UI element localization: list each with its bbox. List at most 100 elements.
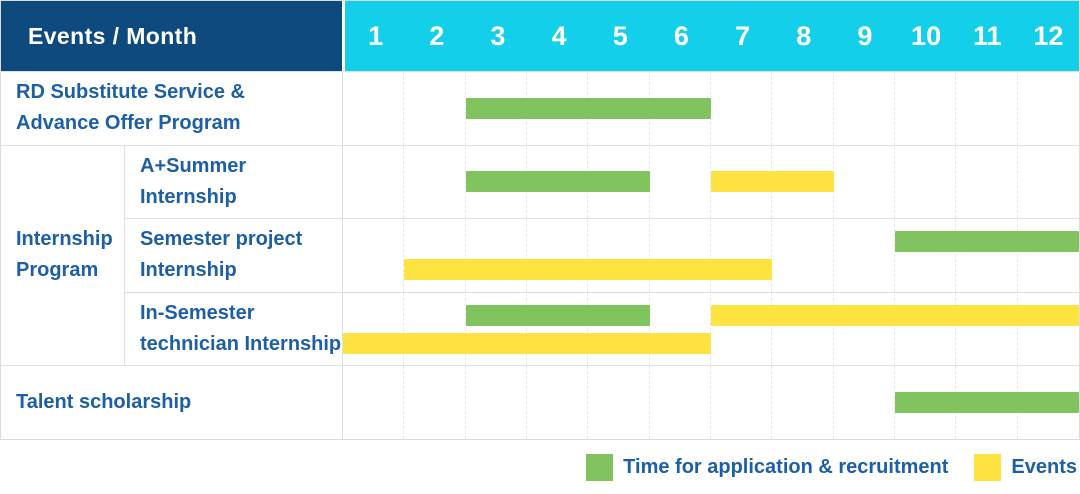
row-label-line: Advance Offer Program [16,112,241,135]
month-label: 5 [612,20,628,51]
group-label-line: Program [16,259,99,282]
month-label: 4 [551,20,567,51]
month-gridline-cell [772,366,834,439]
gantt-bar [711,304,1079,326]
gantt-bar [465,97,711,119]
row-label-cell: RD Substitute Service & Advance Offer Pro… [1,71,342,145]
month-gridline-cell [588,219,650,292]
month-label: 1 [368,20,384,51]
row-label-line: In-Semester [140,302,255,325]
month-gridline-cell [711,292,773,366]
month-gridline-cell [343,366,405,439]
month-gridline-cell [527,219,589,292]
month-label: 12 [1033,20,1064,51]
gantt-bar [711,171,834,193]
month-label: 7 [735,20,751,51]
month-gridline-cell [343,145,405,219]
table-header-title-cell: Events / Month [1,1,342,71]
month-gridline-cell [466,219,527,292]
chart-row [342,365,1079,439]
month-gridline-cell [772,219,834,292]
month-gridline-cell [1018,293,1079,366]
chart-row [342,291,1079,366]
month-gridline-cell [711,366,773,439]
gantt-bar [404,259,773,281]
month-gridline-cell [772,292,834,366]
row-label-line: Semester project [140,228,303,251]
legend-item: Events [974,453,1077,481]
month-gridline-cell [1018,219,1079,292]
month-gridline-cell [343,72,405,145]
legend-swatch [974,453,1002,481]
row-sub-label-cell: A+Summer Internship [124,144,342,219]
legend-label: Events [1011,455,1077,478]
month-label: 11 [972,20,1002,51]
gantt-bar [895,231,1079,253]
month-gridline-cell [1018,72,1079,145]
month-label: 9 [857,20,873,51]
row-label-line: A+Summer [140,154,247,177]
month-gridline-cell [711,72,773,145]
row-label-cell: Talent scholarship [1,365,342,439]
row-label-line: RD Substitute Service & [16,81,245,104]
month-gridline-cell [650,145,711,219]
header-title: Events / Month [28,22,198,49]
month-label: 8 [796,20,812,51]
month-gridline-cell [527,366,589,439]
month-gridlines [343,72,1079,145]
gantt-bar [465,304,650,326]
month-gridline-cell [895,145,957,219]
month-gridline-cell [1018,146,1079,219]
month-header-row: 1 2 3 4 5 6 7 8 9 10 11 12 [342,1,1079,71]
schedule-table: Events / Month 1 2 3 4 5 6 7 8 9 10 11 12 RD Substi… [0,0,1080,440]
group-label-cell: Internship Program [1,144,124,366]
month-gridline-cell [343,219,405,292]
month-gridline-cell [404,145,466,219]
row-label-line: Internship [140,185,237,208]
legend-item: Time for application & recruitment [586,453,949,481]
month-gridline-cell [834,366,895,439]
month-gridline-cell [895,219,957,292]
month-label: 2 [429,20,445,51]
month-gridline-cell [834,219,895,292]
chart-row [342,71,1079,145]
row-label-line: Talent scholarship [16,391,192,414]
month-gridline-cell [527,292,589,366]
month-gridline-cell [895,292,957,366]
chart-row [342,144,1079,219]
month-gridlines [343,292,1079,366]
legend-swatch [586,453,614,481]
month-gridline-cell [650,366,711,439]
month-gridline-cell [404,292,466,366]
month-gridline-cell [711,219,773,292]
month-gridline-cell [895,72,957,145]
month-gridline-cell [404,366,466,439]
month-gridline-cell [404,219,466,292]
row-sub-label-cell: Semester project Internship [124,218,342,292]
month-gridline-cell [956,145,1018,219]
group-label-line: Internship [16,228,113,251]
legend: Time for application & recruitment Events [0,440,1080,494]
gantt-bar [343,332,711,354]
month-label: 3 [490,20,506,51]
month-gridlines [343,219,1079,292]
month-gridline-cell [466,366,527,439]
month-gridline-cell [834,292,895,366]
row-sub-label-cell: In-Semester technician Internship [124,291,342,366]
month-gridline-cell [404,72,466,145]
month-gridline-cell [956,72,1018,145]
month-gridline-cell [650,292,711,366]
row-label-line: Internship [140,259,237,282]
chart-row [342,218,1079,292]
month-gridline-cell [343,292,405,366]
month-gridline-cell [588,366,650,439]
month-gridline-cell [588,292,650,366]
month-gridline-cell [956,219,1018,292]
gantt-bar [465,171,650,193]
legend-label: Time for application & recruitment [623,455,949,478]
month-gridline-cell [834,72,895,145]
month-label: 6 [673,20,689,51]
gantt-bar [895,392,1079,414]
month-gridline-cell [466,292,527,366]
